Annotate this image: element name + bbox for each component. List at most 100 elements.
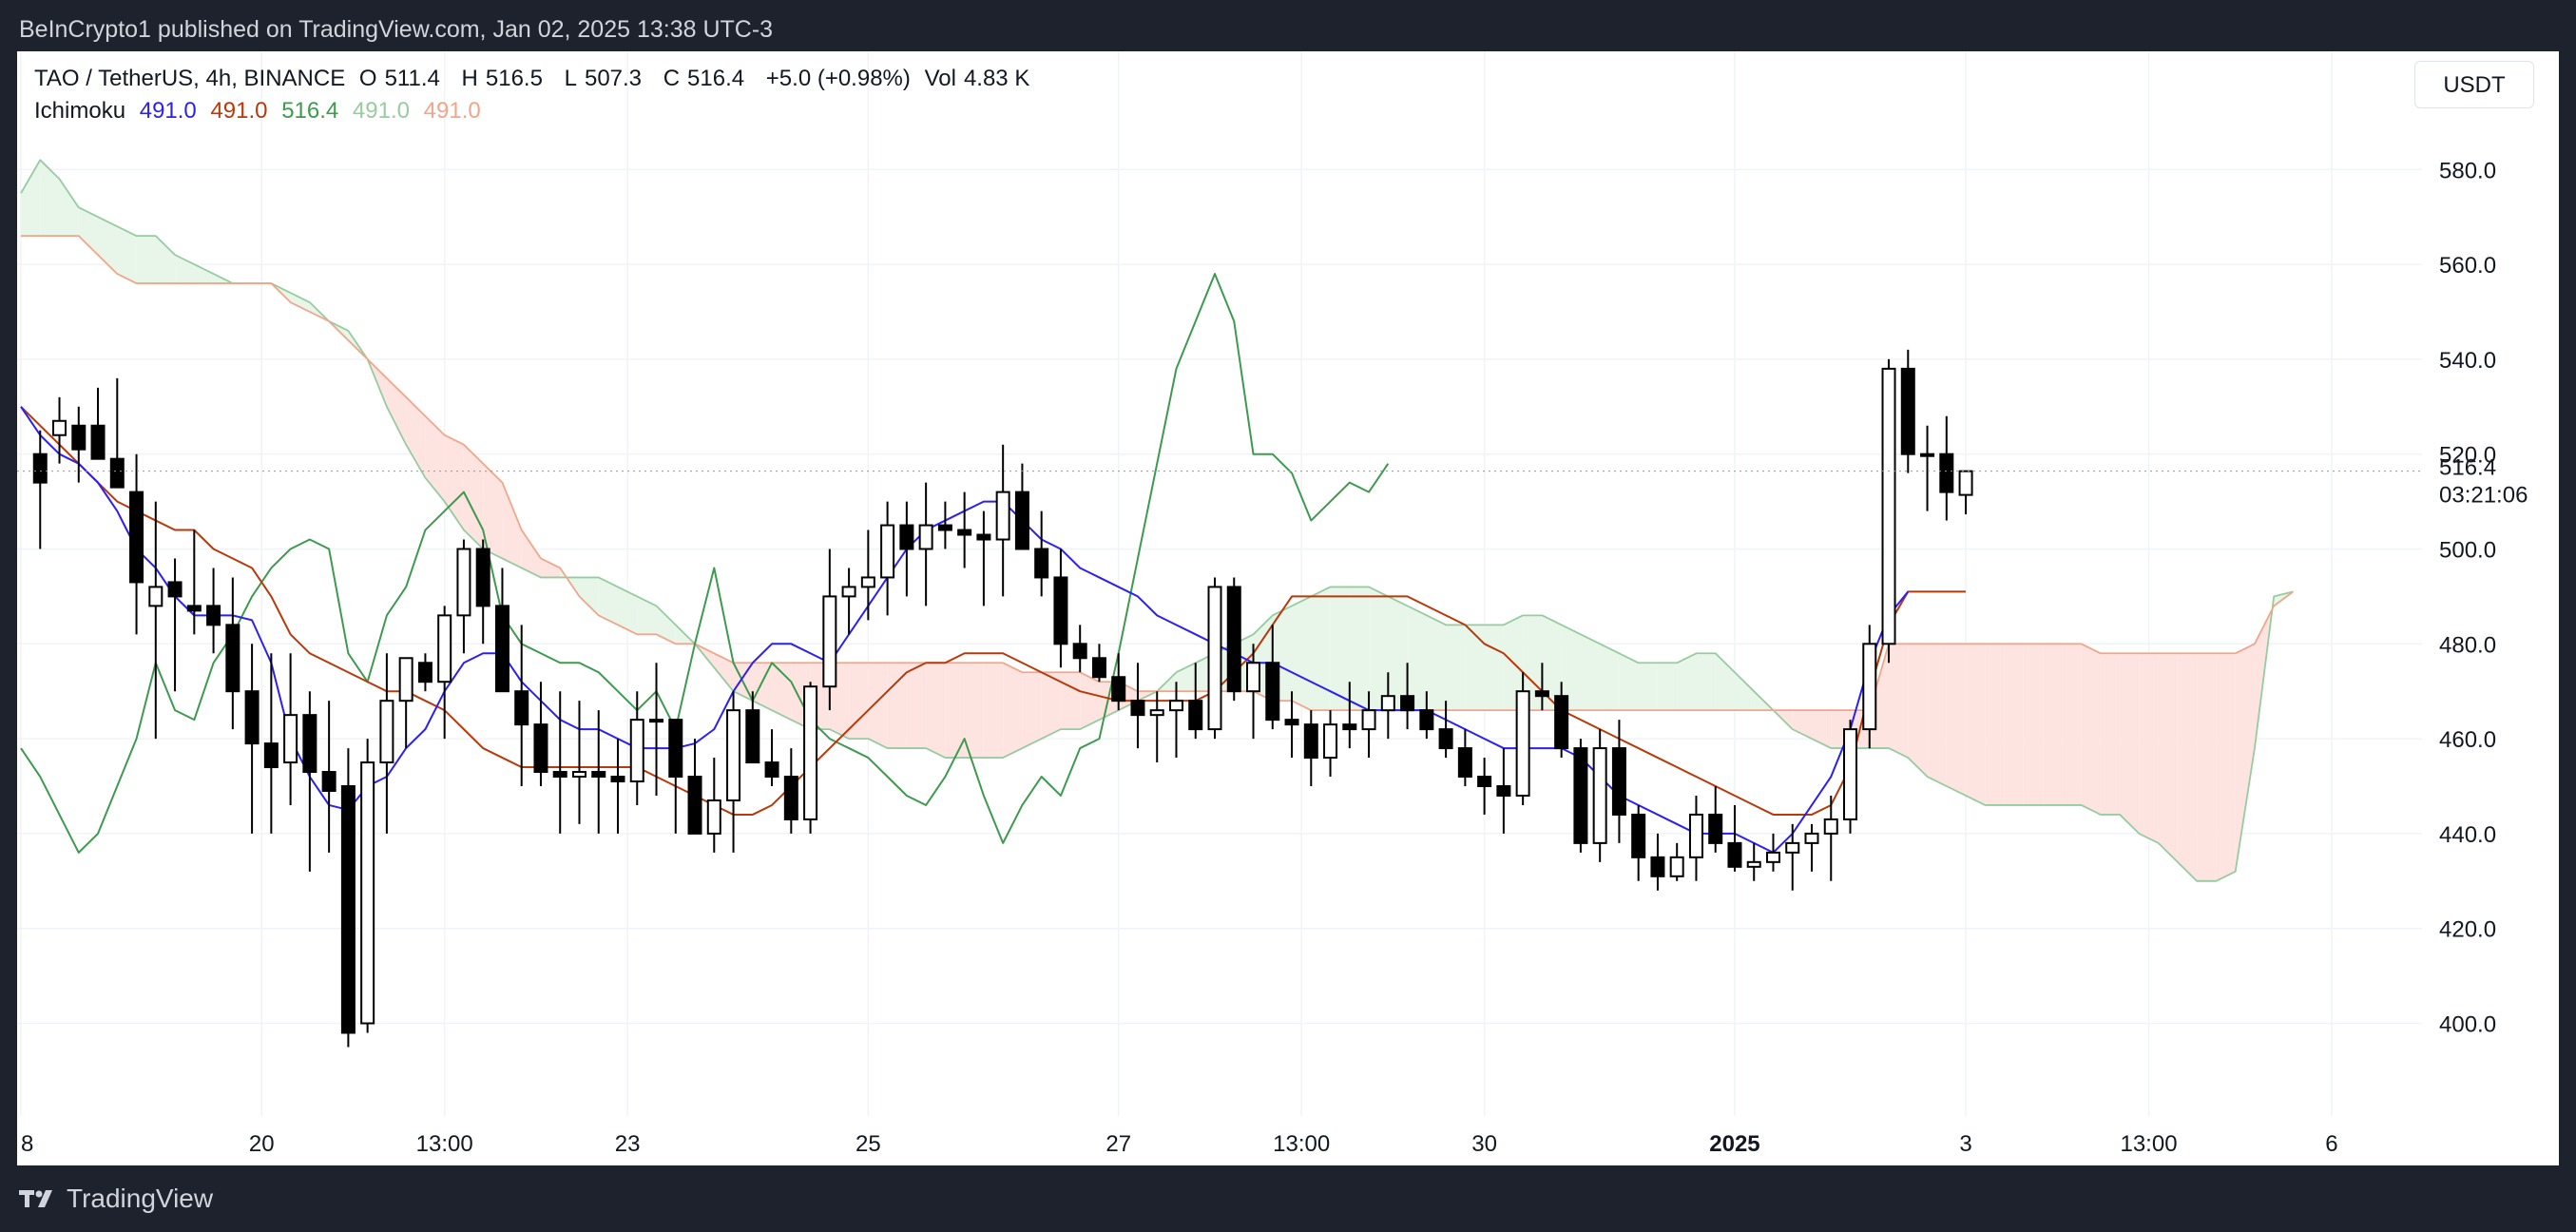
candle-up [1823,818,1838,835]
candle-down [1611,747,1626,816]
candle-up [880,524,895,579]
publish-header: BeInCrypto1 published on TradingView.com… [0,0,2576,51]
candle-down [1457,747,1472,779]
candle-down [206,605,221,626]
x-axis-label: 13:00 [416,1131,473,1157]
candle-down [167,581,183,598]
candle-up [1862,643,1877,731]
candle-up [860,576,875,588]
ichimoku-cloud-segment [1657,663,1678,711]
candle-up [1361,709,1376,731]
ichimoku-cloud-segment [926,663,946,759]
candle-down [764,761,779,779]
symbol-label[interactable]: TAO / TetherUS, 4h, BINANCE [34,66,346,91]
y-axis-label: 480.0 [2439,632,2496,658]
ichimoku-cloud-segment [2139,653,2159,843]
candle-down [225,624,240,693]
candle-down [129,491,144,584]
candle-down [1226,586,1241,693]
ichimoku-cloud-segment [98,217,118,275]
candle-down [1650,856,1665,877]
x-axis-label: 3 [1959,1131,1971,1157]
candle-down [1091,657,1106,679]
candle-down [899,524,914,550]
ichimoku-cloud-segment [425,415,445,502]
candle-up [822,595,837,688]
candle-down [745,709,760,764]
ichimoku-cloud-segment [540,558,561,578]
candle-down [1939,452,1954,493]
candle-down [1284,719,1299,726]
ichimoku-cloud-segment [59,179,79,237]
ichimoku-cloud-segment [1484,625,1504,711]
candle-down [1188,700,1203,731]
candle-up [52,419,67,436]
candle-down [1342,723,1357,731]
candle-down [475,548,490,607]
candle-up [1688,813,1703,858]
candle-up [1168,700,1183,712]
candle-down [1554,695,1569,750]
ichimoku-cloud-segment [2062,644,2082,805]
ichimoku-cloud-segment [1446,625,1466,711]
candle-down [552,771,567,779]
candle-down [263,742,279,769]
candle-down [1419,709,1434,731]
ichimoku-cloud-segment [1349,587,1370,711]
candle-up [1765,851,1780,863]
ichimoku-lagging-value: 516.4 [281,98,339,124]
candle-up [1958,470,1973,496]
ichimoku-cloud-segment [1812,710,1832,749]
indicator-label[interactable]: Ichimoku [34,98,126,124]
candle-up [629,719,644,783]
footer-bar: TradingView [0,1165,2576,1232]
candle-down [302,714,317,774]
last-price-label: 516.4 [2439,455,2496,481]
x-axis-label: 6 [2325,1131,2337,1157]
ichimoku-cloud-segment [983,663,1004,759]
x-axis-label: 23 [615,1131,641,1157]
ichimoku-base-value: 491.0 [210,98,268,124]
ichimoku-cloud-segment [1388,596,1408,711]
y-axis-label: 440.0 [2439,822,2496,848]
candle-down [976,533,991,541]
candle-down [1496,785,1511,797]
ichimoku-cloud-segment [1465,625,1485,711]
volume-value: Vol 4.83 K [924,66,1030,91]
ichimoku-cloud-segment [579,577,599,616]
open-value: O 511.4 [358,66,440,91]
y-axis-label: 500.0 [2439,538,2496,564]
ichimoku-cloud-segment [1041,672,1061,740]
ichimoku-cloud-segment [155,236,176,284]
candle-up [456,548,471,617]
candle-down [1400,695,1415,712]
ichimoku-cloud-segment [2100,653,2121,815]
ichimoku-cloud-segment [483,463,503,559]
ichimoku-cloud-segment [502,482,522,568]
x-axis-label: 2025 [1709,1131,1759,1157]
footer-brand[interactable]: TradingView [67,1184,214,1213]
ohlc-legend-row: TAO / TetherUS, 4h, BINANCE O 511.4 H 516.… [34,63,1045,95]
currency-button[interactable]: USDT [2414,61,2534,108]
price-chart[interactable]: 400.0 420.0 440.0 460.0 480.0 500.0 520.0 540.0… [17,51,2559,1165]
candle-down [937,524,952,531]
candle-up [1804,832,1819,844]
close-value: C 516.4 [663,66,745,91]
candle-up [706,799,721,835]
ichimoku-cloud-segment [1677,653,1697,711]
y-axis-label: 580.0 [2439,158,2496,183]
chart-panel[interactable]: 400.0 420.0 440.0 460.0 480.0 500.0 520.0 540.0… [17,51,2559,1165]
ichimoku-cloud-segment [1407,606,1427,711]
ichimoku-cloud-segment [598,577,618,626]
candle-down [1130,700,1145,717]
candle-down [71,424,87,451]
ichimoku-cloud-segment [2120,653,2140,834]
candle-up [1207,586,1222,731]
change-value: +5.0 (+0.98%) [765,66,911,91]
ichimoku-cloud-segment [117,226,137,284]
y-axis-label: 520.0 [2439,443,2496,469]
candle-down [591,771,606,779]
x-axis-label: 13:00 [1273,1131,1330,1157]
ichimoku-cloud-segment [175,255,195,284]
x-axis-label: 20 [249,1131,275,1157]
